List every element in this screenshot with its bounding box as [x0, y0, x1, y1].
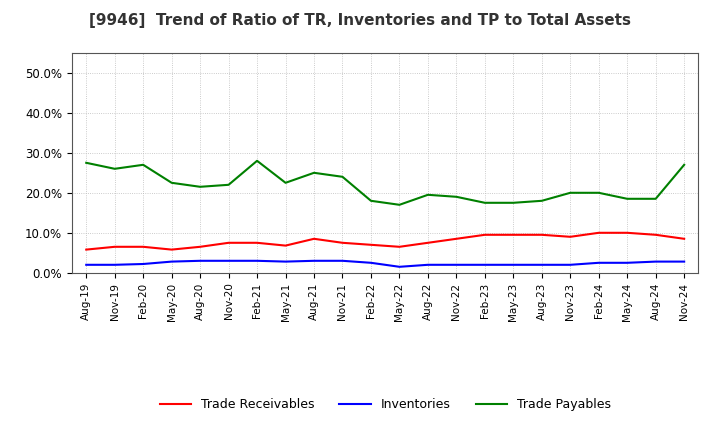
Inventories	[167, 259, 176, 264]
Inventories	[509, 262, 518, 268]
Trade Payables	[282, 180, 290, 185]
Trade Receivables	[366, 242, 375, 247]
Trade Payables	[338, 174, 347, 180]
Trade Receivables	[509, 232, 518, 238]
Trade Payables	[110, 166, 119, 172]
Trade Receivables	[225, 240, 233, 246]
Trade Payables	[623, 196, 631, 202]
Inventories	[423, 262, 432, 268]
Trade Receivables	[566, 234, 575, 239]
Inventories	[110, 262, 119, 268]
Text: [9946]  Trend of Ratio of TR, Inventories and TP to Total Assets: [9946] Trend of Ratio of TR, Inventories…	[89, 13, 631, 28]
Trade Receivables	[310, 236, 318, 242]
Trade Payables	[196, 184, 204, 190]
Inventories	[225, 258, 233, 264]
Trade Payables	[509, 200, 518, 205]
Trade Payables	[480, 200, 489, 205]
Legend: Trade Receivables, Inventories, Trade Payables: Trade Receivables, Inventories, Trade Pa…	[155, 393, 616, 416]
Inventories	[680, 259, 688, 264]
Inventories	[253, 258, 261, 264]
Inventories	[566, 262, 575, 268]
Trade Payables	[423, 192, 432, 198]
Trade Receivables	[253, 240, 261, 246]
Inventories	[338, 258, 347, 264]
Trade Receivables	[82, 247, 91, 252]
Trade Receivables	[167, 247, 176, 252]
Trade Payables	[680, 162, 688, 168]
Inventories	[395, 264, 404, 269]
Trade Receivables	[595, 230, 603, 235]
Inventories	[139, 261, 148, 267]
Inventories	[537, 262, 546, 268]
Line: Trade Payables: Trade Payables	[86, 161, 684, 205]
Trade Payables	[167, 180, 176, 185]
Trade Receivables	[480, 232, 489, 238]
Trade Payables	[253, 158, 261, 163]
Inventories	[196, 258, 204, 264]
Inventories	[595, 260, 603, 265]
Trade Receivables	[537, 232, 546, 238]
Inventories	[282, 259, 290, 264]
Trade Receivables	[623, 230, 631, 235]
Trade Receivables	[282, 243, 290, 248]
Trade Payables	[452, 194, 461, 199]
Inventories	[480, 262, 489, 268]
Inventories	[452, 262, 461, 268]
Line: Inventories: Inventories	[86, 261, 684, 267]
Trade Payables	[595, 190, 603, 195]
Trade Payables	[310, 170, 318, 176]
Inventories	[82, 262, 91, 268]
Inventories	[366, 260, 375, 265]
Trade Receivables	[652, 232, 660, 238]
Trade Payables	[652, 196, 660, 202]
Trade Payables	[366, 198, 375, 203]
Inventories	[623, 260, 631, 265]
Trade Payables	[225, 182, 233, 187]
Trade Receivables	[680, 236, 688, 242]
Trade Receivables	[395, 244, 404, 249]
Trade Receivables	[452, 236, 461, 242]
Trade Receivables	[196, 244, 204, 249]
Trade Payables	[82, 160, 91, 165]
Inventories	[310, 258, 318, 264]
Trade Receivables	[338, 240, 347, 246]
Trade Receivables	[110, 244, 119, 249]
Trade Payables	[537, 198, 546, 203]
Trade Payables	[139, 162, 148, 168]
Inventories	[652, 259, 660, 264]
Trade Payables	[566, 190, 575, 195]
Trade Receivables	[423, 240, 432, 246]
Trade Payables	[395, 202, 404, 207]
Line: Trade Receivables: Trade Receivables	[86, 233, 684, 249]
Trade Receivables	[139, 244, 148, 249]
